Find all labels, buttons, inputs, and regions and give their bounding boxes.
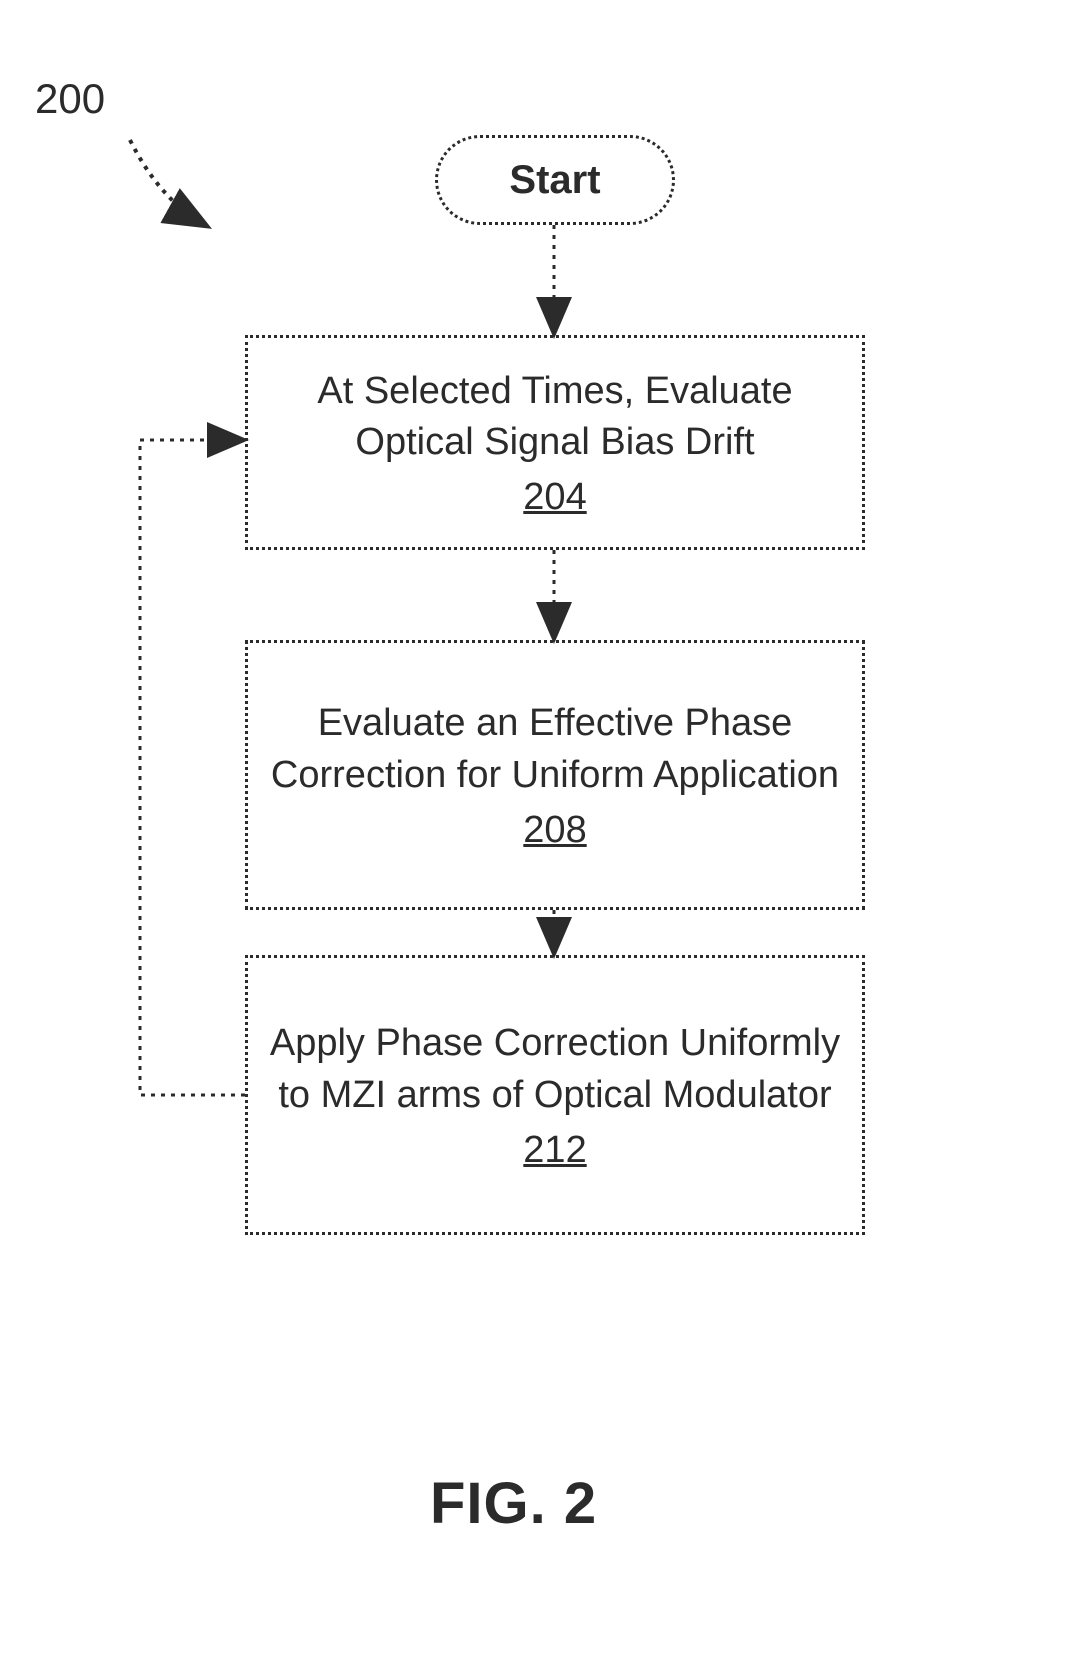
- fig-text: FIG. 2: [430, 1471, 597, 1536]
- figure-label: FIG. 2: [430, 1470, 597, 1537]
- connector-start-204: [0, 0, 1065, 1654]
